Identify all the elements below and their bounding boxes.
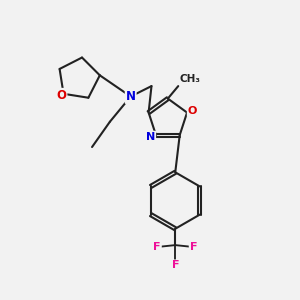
Text: CH₃: CH₃ xyxy=(179,74,200,84)
Text: F: F xyxy=(190,242,197,252)
Text: F: F xyxy=(172,260,179,270)
Text: O: O xyxy=(56,89,67,102)
Text: N: N xyxy=(146,132,155,142)
Text: F: F xyxy=(153,242,161,252)
Text: N: N xyxy=(126,90,136,103)
Text: O: O xyxy=(188,106,197,116)
